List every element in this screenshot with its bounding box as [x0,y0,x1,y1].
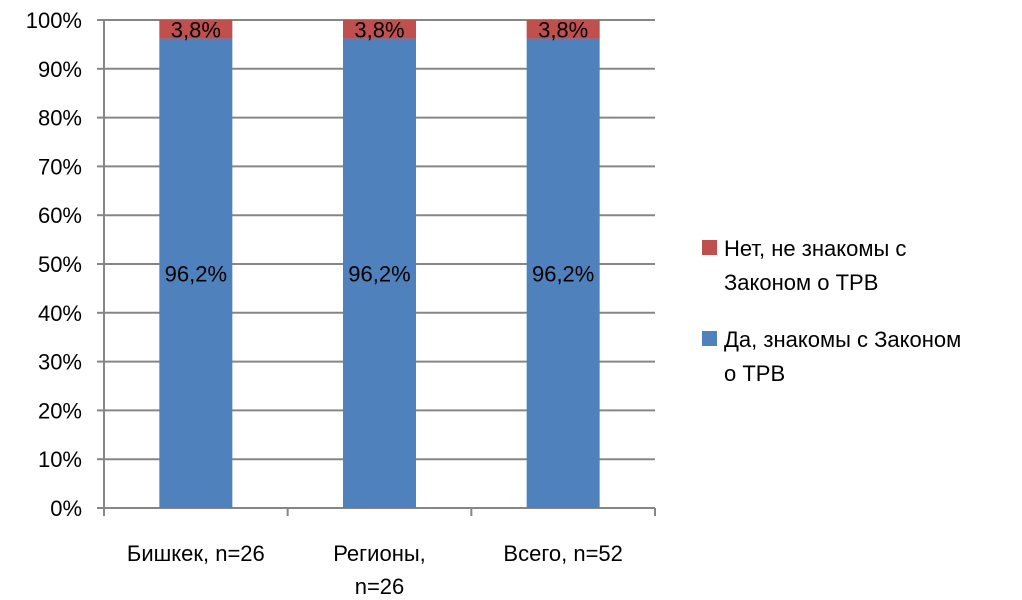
data-label: 96,2% [532,261,594,286]
data-label: 96,2% [348,261,410,286]
y-tick-label: 60% [38,203,82,228]
x-category-label: n=26 [355,574,405,599]
x-category-label: Регионы, [333,541,426,566]
y-tick-label: 10% [38,447,82,472]
y-tick-label: 30% [38,350,82,375]
bar-segment [526,20,600,39]
legend-label: Законом о ТРВ [724,270,878,295]
data-label: 3,8% [171,17,221,42]
x-category-label: Всего, n=52 [503,541,622,566]
legend-label: Нет, не знакомы с [724,236,906,261]
bar-segment [343,38,416,508]
data-label: 3,8% [354,17,404,42]
y-tick-label: 40% [38,301,82,326]
legend-swatch [702,331,717,346]
bar-segment [343,20,416,39]
y-tick-label: 90% [38,57,82,82]
y-tick-label: 0% [50,496,82,521]
x-category-label: Бишкек, n=26 [127,541,265,566]
y-tick-label: 20% [38,398,82,423]
y-tick-label: 100% [26,8,82,33]
data-label: 3,8% [538,17,588,42]
y-tick-label: 80% [38,106,82,131]
y-tick-label: 70% [38,154,82,179]
bar-segment [159,20,233,39]
y-tick-label: 50% [38,252,82,277]
legend-label: Да, знакомы с Законом [724,327,961,352]
data-label: 96,2% [165,261,227,286]
bar-segment [526,38,600,508]
legend-swatch [702,240,717,255]
bar-segment [159,38,233,508]
legend-label: о ТРВ [724,361,785,386]
